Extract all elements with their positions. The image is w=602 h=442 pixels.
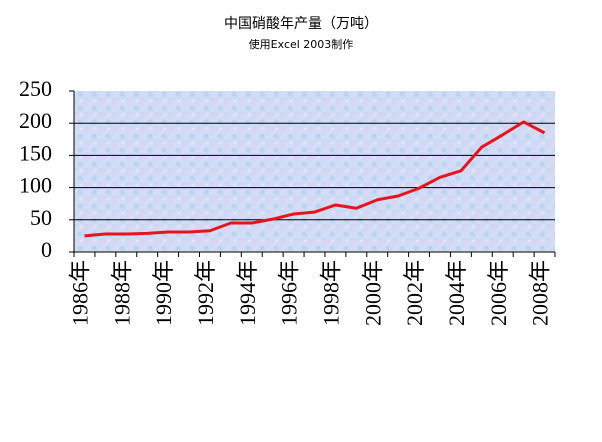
line-series: [84, 120, 546, 238]
x-tick-label: 1992年: [193, 260, 218, 326]
plot-area: [74, 91, 555, 252]
x-tick-label: 1990年: [151, 260, 176, 326]
y-tick-label: 150: [19, 140, 52, 165]
x-tick-label: 2008年: [528, 260, 553, 326]
chart-title: 中国硝酸年产量（万吨）: [224, 16, 378, 32]
x-tick-label: 1986年: [68, 260, 93, 326]
y-tick-label: 100: [19, 173, 52, 198]
y-tick-label: 250: [19, 76, 52, 101]
x-tick-label: 1998年: [318, 260, 343, 326]
x-tick-label: 2002年: [402, 260, 427, 326]
x-tick-label: 2006年: [486, 260, 511, 326]
chart-subtitle: 使用Excel 2003制作: [249, 38, 354, 51]
y-tick-label: 0: [41, 237, 52, 262]
x-tick-label: 2004年: [444, 260, 469, 326]
x-tick-label: 1996年: [277, 260, 302, 326]
x-tick-label: 2000年: [360, 260, 385, 326]
y-tick-label: 200: [19, 108, 52, 133]
x-tick-label: 1994年: [235, 260, 260, 326]
x-tick-label: 1988年: [109, 260, 134, 326]
y-tick-label: 50: [30, 205, 52, 230]
